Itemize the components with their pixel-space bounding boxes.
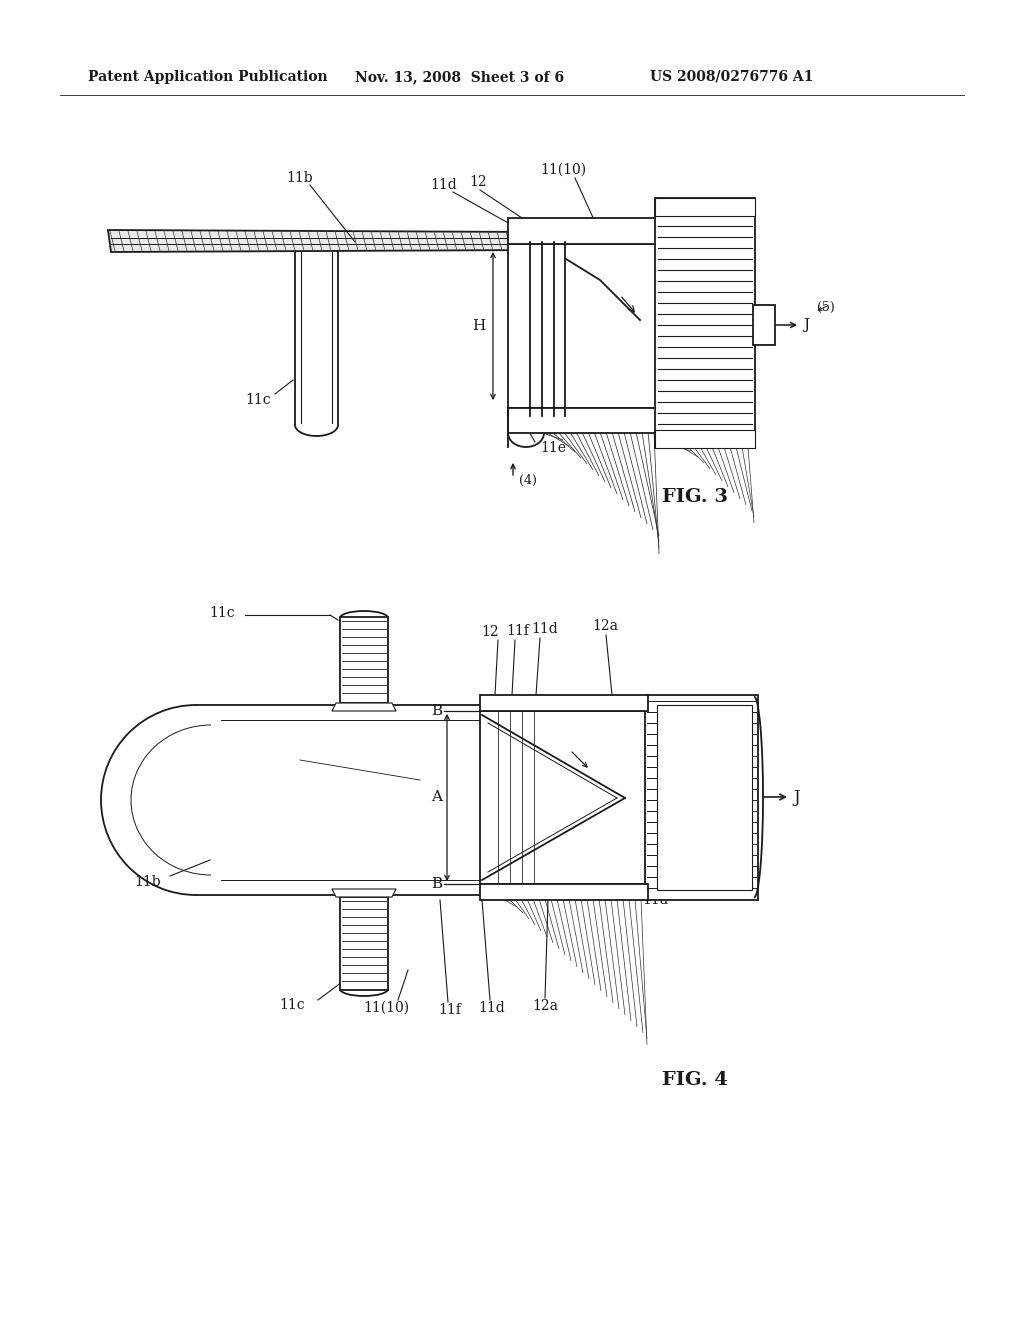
Text: 12a: 12a — [532, 999, 558, 1012]
Text: Patent Application Publication: Patent Application Publication — [88, 70, 328, 84]
Text: A: A — [431, 789, 442, 804]
Polygon shape — [508, 218, 660, 244]
Text: FIG. 4: FIG. 4 — [663, 1071, 728, 1089]
Polygon shape — [508, 408, 660, 433]
Text: 11f: 11f — [507, 624, 529, 638]
Text: (5): (5) — [817, 301, 835, 314]
Polygon shape — [108, 230, 536, 252]
Text: J: J — [793, 788, 800, 805]
Text: 11d: 11d — [431, 178, 458, 191]
Polygon shape — [480, 884, 648, 900]
Polygon shape — [657, 705, 752, 890]
Polygon shape — [645, 696, 758, 900]
Polygon shape — [332, 888, 396, 898]
Text: 11b: 11b — [135, 875, 162, 888]
Text: 11d: 11d — [478, 1001, 506, 1015]
Text: 11a: 11a — [642, 894, 668, 907]
Polygon shape — [655, 430, 755, 447]
Text: 12a: 12a — [592, 619, 618, 634]
Text: B: B — [431, 876, 442, 891]
Text: FIG. 3: FIG. 3 — [662, 488, 728, 506]
Text: 11c: 11c — [245, 393, 270, 407]
Text: 11(10): 11(10) — [540, 162, 586, 177]
Text: 11c: 11c — [209, 606, 234, 620]
Text: US 2008/0276776 A1: US 2008/0276776 A1 — [650, 70, 813, 84]
Text: B: B — [431, 704, 442, 718]
Text: H: H — [472, 319, 485, 333]
Text: 11d: 11d — [531, 622, 558, 636]
Text: (4): (4) — [519, 474, 537, 487]
Text: 12: 12 — [469, 176, 486, 189]
Text: 11b: 11b — [287, 172, 313, 185]
Text: 12: 12 — [481, 624, 499, 639]
Text: 11(10): 11(10) — [362, 1001, 409, 1015]
Text: 11c: 11c — [280, 998, 305, 1012]
Polygon shape — [340, 616, 388, 704]
Polygon shape — [480, 711, 648, 884]
Text: 11a: 11a — [698, 248, 724, 261]
Polygon shape — [480, 696, 648, 711]
Polygon shape — [332, 704, 396, 711]
Polygon shape — [340, 898, 388, 990]
Polygon shape — [508, 244, 660, 408]
Text: 11f: 11f — [438, 1003, 462, 1016]
Polygon shape — [655, 198, 755, 447]
Text: 11e: 11e — [540, 441, 566, 455]
Polygon shape — [655, 198, 755, 216]
Text: J: J — [803, 318, 809, 333]
Polygon shape — [753, 305, 775, 345]
Text: Nov. 13, 2008  Sheet 3 of 6: Nov. 13, 2008 Sheet 3 of 6 — [355, 70, 564, 84]
